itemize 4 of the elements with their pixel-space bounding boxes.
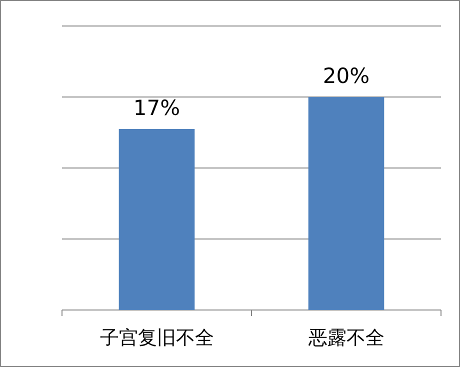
x-tick-label: 恶露不全 (307, 327, 384, 349)
x-tick-label: 子宫复旧不全 (100, 327, 214, 349)
data-label: 20% (322, 64, 370, 88)
data-label: 17% (133, 96, 180, 120)
